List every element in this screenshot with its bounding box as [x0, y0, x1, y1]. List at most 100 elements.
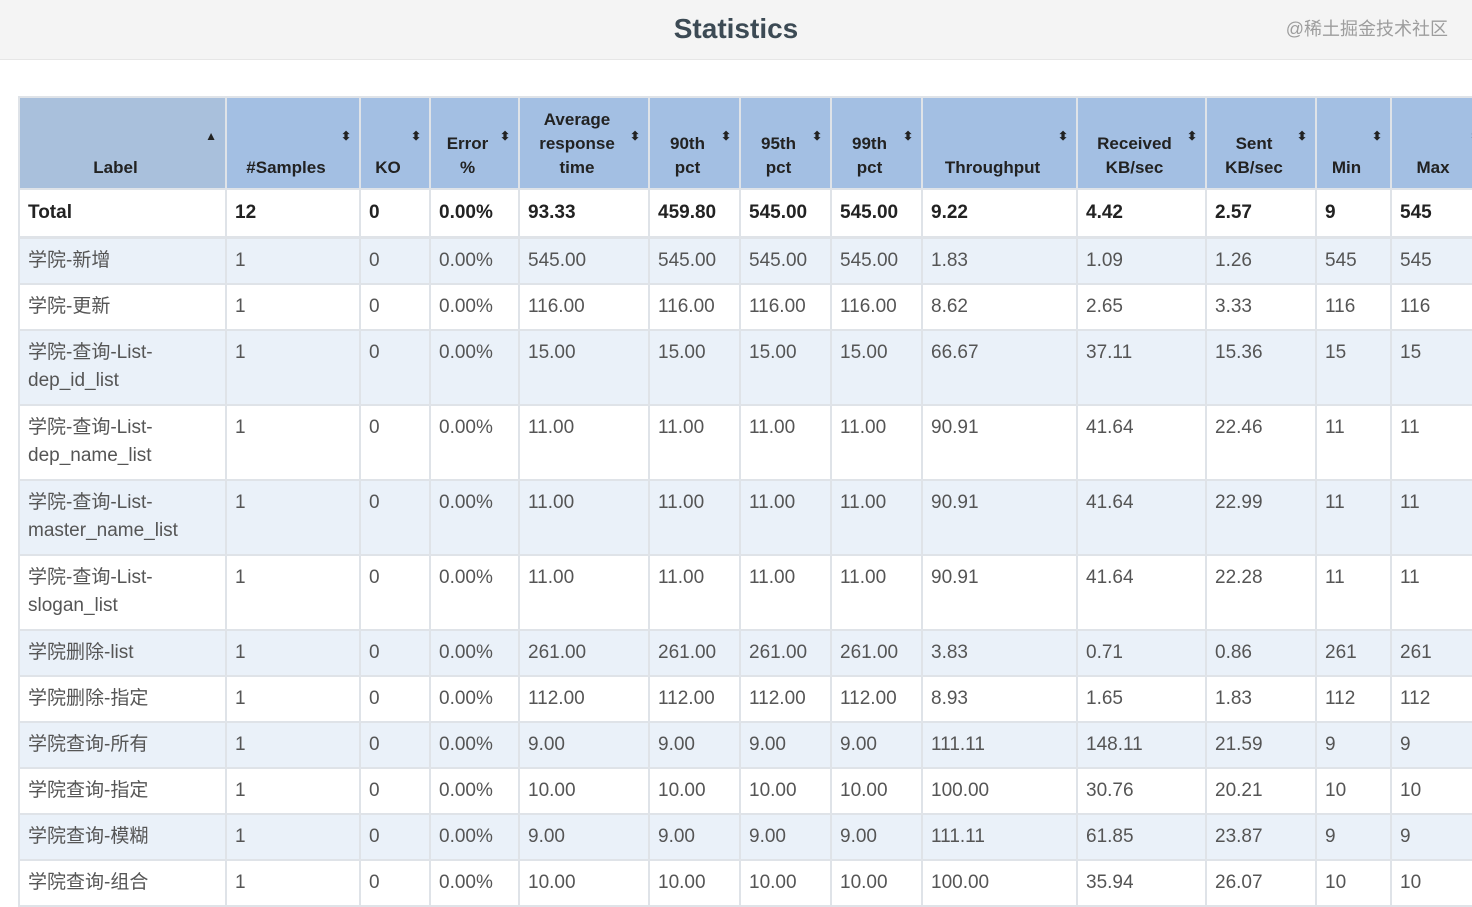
cell-sent-kb-sec: 3.33	[1205, 283, 1317, 331]
cell-sent-kb-sec: 22.28	[1205, 554, 1317, 631]
column-header-label: #Samples	[246, 158, 326, 177]
sort-icon[interactable]: ⬍	[410, 129, 421, 143]
column-header-min[interactable]: Min ⬍	[1315, 96, 1392, 190]
cell-99th-pct: 261.00	[830, 629, 923, 677]
cell-received-kb-sec: 41.64	[1076, 479, 1207, 556]
cell-samples: 1	[225, 721, 361, 769]
column-header-max[interactable]: Max ⬍	[1390, 96, 1472, 190]
cell-99th-pct: 116.00	[830, 283, 923, 331]
sort-icon[interactable]: ⬍	[902, 129, 913, 143]
cell-ko: 0	[359, 721, 431, 769]
column-header-label: Average response time	[539, 110, 615, 177]
column-header-label: Sent KB/sec	[1225, 134, 1283, 177]
column-header-label: Max	[1416, 158, 1450, 177]
column-header-throughput[interactable]: Throughput ⬍	[921, 96, 1078, 190]
cell-sent-kb-sec: 22.46	[1205, 404, 1317, 481]
cell-90th-pct: 116.00	[648, 283, 741, 331]
column-header-95th-pct[interactable]: 95th pct ⬍	[739, 96, 832, 190]
cell-min: 15	[1315, 329, 1392, 406]
column-header-samples[interactable]: #Samples ⬍	[225, 96, 361, 190]
cell-error: 0.00%	[429, 813, 520, 861]
cell-error: 0.00%	[429, 859, 520, 907]
cell-90th-pct: 459.80	[648, 188, 741, 239]
cell-samples: 1	[225, 813, 361, 861]
cell-sent-kb-sec: 1.26	[1205, 236, 1317, 285]
cell-90th-pct: 10.00	[648, 859, 741, 907]
cell-samples: 1	[225, 236, 361, 285]
column-header-90th-pct[interactable]: 90th pct ⬍	[648, 96, 741, 190]
cell-sent-kb-sec: 2.57	[1205, 188, 1317, 239]
cell-received-kb-sec: 41.64	[1076, 554, 1207, 631]
cell-label: 学院查询-所有	[18, 721, 227, 769]
sort-icon[interactable]: ⬍	[1186, 129, 1197, 143]
column-header-99th-pct[interactable]: 99th pct ⬍	[830, 96, 923, 190]
cell-99th-pct: 545.00	[830, 236, 923, 285]
sort-icon[interactable]: ⬍	[811, 129, 822, 143]
column-header-sent-kb-sec[interactable]: Sent KB/sec ⬍	[1205, 96, 1317, 190]
cell-throughput: 8.93	[921, 675, 1078, 723]
column-header-ko[interactable]: KO ⬍	[359, 96, 431, 190]
cell-average-response-time: 15.00	[518, 329, 650, 406]
cell-99th-pct: 545.00	[830, 188, 923, 239]
cell-ko: 0	[359, 329, 431, 406]
sort-icon[interactable]: ⬍	[1296, 129, 1307, 143]
cell-ko: 0	[359, 813, 431, 861]
cell-throughput: 100.00	[921, 859, 1078, 907]
cell-90th-pct: 11.00	[648, 554, 741, 631]
cell-99th-pct: 11.00	[830, 554, 923, 631]
column-header-error[interactable]: Error % ⬍	[429, 96, 520, 190]
cell-min: 10	[1315, 859, 1392, 907]
cell-max: 545	[1390, 236, 1472, 285]
cell-samples: 1	[225, 404, 361, 481]
sort-icon[interactable]: ⬍	[1470, 130, 1472, 142]
statistics-table-container: Label ▲ #Samples ⬍ KO ⬍ Error % ⬍ Average respon…	[18, 96, 1472, 907]
cell-average-response-time: 9.00	[518, 721, 650, 769]
cell-throughput: 90.91	[921, 479, 1078, 556]
sort-ascending-icon[interactable]: ▲	[205, 129, 217, 143]
cell-max: 10	[1390, 767, 1472, 815]
cell-error: 0.00%	[429, 404, 520, 481]
cell-label: 学院-查询-List-master_name_list	[18, 479, 227, 556]
sort-icon[interactable]: ⬍	[1057, 129, 1068, 143]
sort-icon[interactable]: ⬍	[629, 129, 640, 143]
cell-average-response-time: 93.33	[518, 188, 650, 239]
cell-ko: 0	[359, 479, 431, 556]
column-header-label: 99th pct	[852, 134, 887, 177]
cell-throughput: 90.91	[921, 554, 1078, 631]
cell-95th-pct: 116.00	[739, 283, 832, 331]
header-row: Label ▲ #Samples ⬍ KO ⬍ Error % ⬍ Average respon…	[18, 96, 1472, 190]
cell-label: 学院查询-指定	[18, 767, 227, 815]
cell-max: 261	[1390, 629, 1472, 677]
table-row: 学院查询-模糊 1 0 0.00% 9.00 9.00 9.00 9.00 111.11 61.8…	[18, 813, 1472, 861]
column-header-average-response-time[interactable]: Average response time ⬍	[518, 96, 650, 190]
cell-max: 11	[1390, 479, 1472, 556]
page-header: Statistics @稀土掘金技术社区	[0, 0, 1472, 60]
cell-min: 116	[1315, 283, 1392, 331]
column-header-label[interactable]: Label ▲	[18, 96, 227, 190]
cell-ko: 0	[359, 675, 431, 723]
cell-sent-kb-sec: 22.99	[1205, 479, 1317, 556]
cell-label: Total	[18, 188, 227, 239]
sort-icon[interactable]: ⬍	[720, 129, 731, 143]
cell-samples: 1	[225, 675, 361, 723]
sort-icon[interactable]: ⬍	[1371, 129, 1382, 143]
cell-average-response-time: 10.00	[518, 767, 650, 815]
cell-error: 0.00%	[429, 479, 520, 556]
cell-error: 0.00%	[429, 675, 520, 723]
cell-received-kb-sec: 4.42	[1076, 188, 1207, 239]
cell-90th-pct: 9.00	[648, 813, 741, 861]
cell-95th-pct: 10.00	[739, 859, 832, 907]
column-header-label: 90th pct	[670, 134, 705, 177]
cell-99th-pct: 9.00	[830, 813, 923, 861]
cell-95th-pct: 11.00	[739, 554, 832, 631]
sort-icon[interactable]: ⬍	[499, 129, 510, 143]
sort-icon[interactable]: ⬍	[340, 129, 351, 143]
cell-error: 0.00%	[429, 236, 520, 285]
cell-max: 9	[1390, 721, 1472, 769]
cell-max: 9	[1390, 813, 1472, 861]
cell-99th-pct: 10.00	[830, 767, 923, 815]
cell-samples: 12	[225, 188, 361, 239]
cell-max: 11	[1390, 404, 1472, 481]
cell-error: 0.00%	[429, 629, 520, 677]
column-header-received-kb-sec[interactable]: Received KB/sec ⬍	[1076, 96, 1207, 190]
